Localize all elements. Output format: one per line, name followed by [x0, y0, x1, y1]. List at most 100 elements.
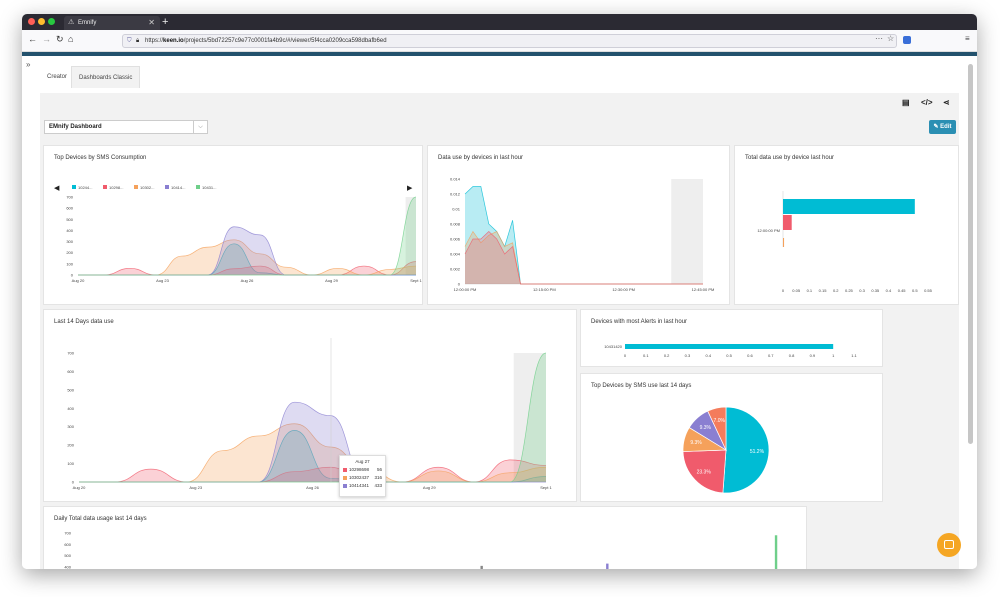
tooltip-swatch: [343, 475, 347, 480]
y-tick-label: 100: [66, 261, 73, 266]
page-scrollbar[interactable]: [968, 64, 973, 569]
x-tick-label: 0.15: [819, 288, 828, 293]
x-tick-label: 0.5: [912, 288, 918, 293]
series-area: [78, 239, 416, 275]
edit-button[interactable]: ✎ Edit: [929, 120, 956, 134]
card-sms-14-days: Top Devices by SMS use last 14 days 51.2…: [580, 373, 883, 502]
y-tick-label: 700: [66, 195, 73, 200]
page-actions-icon[interactable]: ···: [875, 34, 883, 43]
embed-code-icon[interactable]: </>: [921, 98, 933, 107]
series-area: [78, 226, 416, 275]
x-tick-label: 12:00:00 PM: [454, 287, 477, 292]
series-line: [464, 231, 703, 285]
bar: [774, 535, 778, 569]
minimize-window-button[interactable]: [38, 18, 45, 25]
tooltip-rows: 10298698 56 10302437 316 10414341 433: [340, 467, 385, 488]
legend-prev-icon[interactable]: ◀: [54, 185, 60, 192]
x-tick-label: 0.1: [807, 288, 813, 293]
x-tick-label: Aug 26: [306, 485, 319, 490]
x-tick-label: 0.4: [705, 353, 711, 358]
card-title: Daily Total data usage last 14 days: [54, 516, 147, 522]
tooltip-value: 56: [376, 467, 382, 472]
bar: [480, 565, 483, 569]
y-tick-label: 0.004: [450, 252, 461, 257]
x-tick-label: 0.1: [643, 353, 649, 358]
x-tick-label: 0: [782, 288, 785, 293]
bookmark-star-icon[interactable]: ☆: [887, 34, 895, 43]
legend-swatch: [196, 185, 200, 189]
document-icon[interactable]: ▤: [902, 98, 910, 107]
highlight-band: [405, 197, 416, 275]
dashboard-select-value: EMnify Dashboard: [49, 124, 102, 130]
tooltip-row: 10414341 433: [343, 483, 382, 488]
x-tick-label: 0.5: [726, 353, 732, 358]
x-tick-label: 12:30:00 PM: [612, 287, 635, 292]
extension-icon[interactable]: [903, 36, 911, 44]
x-tick-label: 0.05: [792, 288, 801, 293]
tooltip-swatch: [343, 467, 347, 472]
tab-dashboards-classic[interactable]: Dashboards Classic: [71, 66, 141, 88]
url-bar[interactable]: ⛉ 🔒︎ https://keen.io/projects/5bd72257c9…: [122, 34, 897, 48]
tooltip-device: 10414341: [349, 483, 370, 488]
tooltip-swatch: [343, 483, 347, 488]
y-tick-label: 600: [64, 542, 71, 547]
pie-label: 9.3%: [700, 425, 712, 431]
pie-slice: [682, 449, 727, 494]
y-tick-label: 300: [66, 239, 73, 244]
bar: [783, 215, 792, 230]
sidebar-expand-icon[interactable]: »: [26, 60, 31, 69]
url-prefix: https://: [145, 38, 164, 44]
x-tick-label: 0.35: [871, 288, 880, 293]
card-title: Devices with most Alerts in last hour: [591, 319, 688, 325]
tooltip-device: 10302437: [349, 475, 370, 480]
tab-creator[interactable]: Creator: [47, 74, 68, 80]
chat-launcher-button[interactable]: [937, 533, 961, 557]
series-area: [79, 430, 546, 482]
series-line: [78, 352, 547, 483]
forward-icon[interactable]: →: [42, 34, 51, 44]
legend-swatch: [72, 185, 76, 189]
card-title: Data use by devices in last hour: [438, 155, 524, 161]
x-tick-label: Aug 29: [325, 278, 338, 283]
y-tick-label: 400: [66, 228, 73, 233]
series-area: [79, 459, 546, 482]
y-tick-label: 0.014: [450, 177, 461, 182]
x-tick-label: Aug 26: [241, 278, 254, 283]
close-tab-icon[interactable]: ✕: [148, 18, 155, 27]
card-total-device: Total data use by device last hour 0 0.05…: [734, 145, 959, 305]
bar: [606, 563, 609, 569]
scrollbar-thumb[interactable]: [968, 64, 973, 444]
x-tick-label: 0.55: [924, 288, 933, 293]
browser-tab[interactable]: ⚠ Emnify ✕: [64, 16, 160, 30]
home-icon[interactable]: ⌂: [68, 34, 74, 44]
x-tick-label: 0.8: [789, 353, 795, 358]
y-tick-label: 400: [64, 565, 71, 570]
reload-icon[interactable]: ↻: [56, 34, 64, 44]
series-line: [77, 261, 417, 276]
pie-slice: [722, 406, 770, 494]
back-icon[interactable]: ←: [28, 34, 37, 44]
legend-label: 10302...: [140, 185, 154, 190]
new-tab-button[interactable]: +: [162, 16, 169, 28]
series-area: [465, 231, 703, 284]
menu-icon[interactable]: ≡: [965, 34, 970, 43]
y-tick-label: 300: [67, 424, 74, 429]
maximize-window-button[interactable]: [48, 18, 55, 25]
legend-next-icon[interactable]: ▶: [407, 185, 413, 192]
series-area: [79, 423, 546, 482]
x-tick-label: Aug 20: [73, 485, 86, 490]
tooltip-date: Aug 27: [355, 459, 370, 464]
x-tick-label: 0.2: [664, 353, 670, 358]
pie-label: 23.3%: [697, 469, 712, 475]
series-line: [77, 196, 417, 276]
dashboard-select[interactable]: EMnify Dashboard ⌵: [44, 120, 208, 134]
legend-swatch: [103, 185, 107, 189]
legend-label: 10244...: [78, 185, 92, 190]
share-icon[interactable]: ⋖: [943, 98, 950, 107]
close-window-button[interactable]: [28, 18, 35, 25]
chevron-down-icon[interactable]: ⌵: [193, 121, 207, 133]
y-tick-label: 400: [67, 406, 74, 411]
x-tick-label: 0.7: [768, 353, 774, 358]
y-tick-label: 500: [67, 387, 74, 392]
